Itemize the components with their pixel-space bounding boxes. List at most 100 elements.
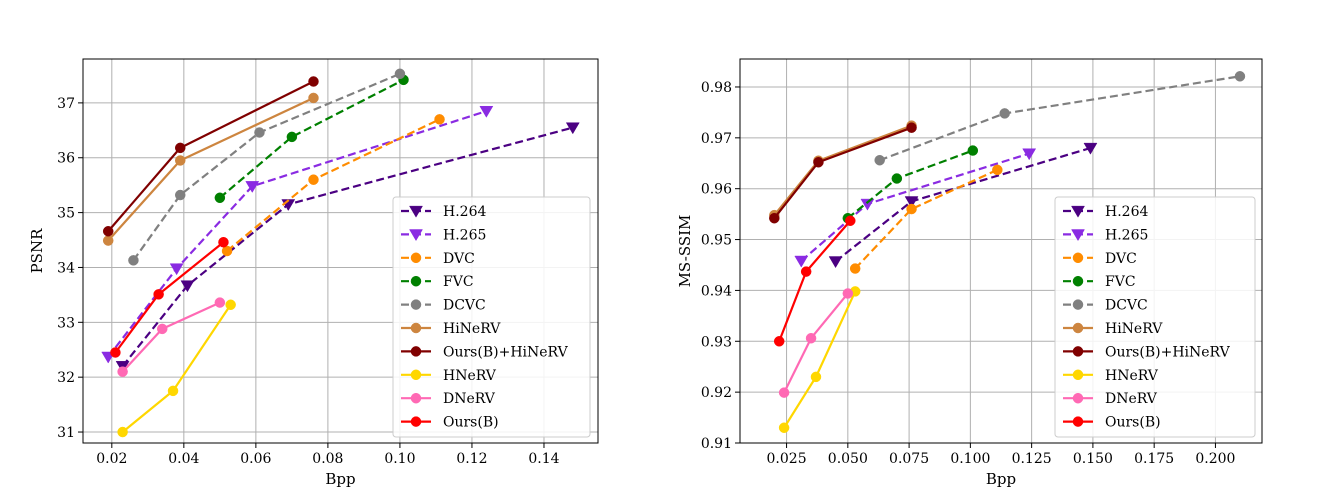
data-point — [214, 297, 226, 308]
data-point — [813, 156, 824, 168]
x-tick-label: 0.08 — [312, 451, 343, 467]
legend-entry-h-265: H.265 — [1063, 227, 1148, 243]
data-point — [156, 323, 168, 335]
y-tick-label: 0.96 — [701, 182, 732, 198]
y-axis-label: MS-SSIM — [676, 215, 694, 288]
legend-entry-ours-b-hinerv: Ours(B)+HiNeRV — [1063, 344, 1231, 360]
legend-entry-h-264: H.264 — [401, 204, 486, 220]
legend-entry-dvc: DVC — [401, 251, 475, 267]
legend-marker — [410, 322, 422, 334]
data-point — [906, 203, 917, 215]
y-tick-label: 37 — [57, 96, 75, 112]
legend-entry-hinerv: HiNeRV — [1063, 321, 1163, 337]
data-point — [214, 192, 226, 204]
data-point — [906, 122, 917, 133]
y-tick-label: 32 — [57, 370, 75, 386]
legend-label: DCVC — [443, 298, 486, 314]
data-point — [479, 105, 494, 118]
legend-entry-fvc: FVC — [401, 274, 474, 290]
series-hnerv — [778, 286, 861, 433]
legend-entry-h-265: H.265 — [401, 227, 486, 243]
series-line — [854, 168, 998, 270]
y-tick-label: 0.97 — [701, 131, 732, 147]
legend-label: Ours(B) — [1105, 415, 1161, 431]
legend-marker — [1071, 205, 1085, 218]
data-point — [1022, 148, 1037, 161]
legend-label: DNeRV — [443, 391, 496, 407]
data-point — [891, 173, 903, 184]
y-tick-label: 0.95 — [701, 233, 732, 249]
data-point — [778, 387, 790, 398]
legend: H.264 H.265 DVC FVC DCVC HiNeRV Ours(B)+HiNeRV… — [392, 196, 591, 438]
series-line — [879, 75, 1241, 162]
series-line — [121, 126, 574, 367]
y-tick-label: 0.92 — [701, 385, 732, 401]
data-point — [800, 266, 812, 277]
legend: H.264 H.265 DVC FVC DCVC HiNeRV Ours(B)+HiNeRV… — [1054, 196, 1256, 438]
legend-marker — [410, 416, 422, 427]
y-axis-label: PSNR — [28, 228, 46, 273]
y-tick-label: 35 — [57, 206, 75, 222]
series-line — [107, 110, 487, 358]
series-line — [132, 72, 401, 261]
legend-entry-ours-b-hinerv: Ours(B)+HiNeRV — [401, 344, 569, 360]
data-point — [565, 122, 580, 135]
data-point — [805, 332, 817, 344]
data-point — [218, 236, 229, 248]
legend-entry-dnerv: DNeRV — [401, 391, 496, 407]
legend-label: HiNeRV — [1105, 321, 1163, 337]
data-point — [221, 245, 233, 257]
legend-box — [392, 196, 591, 438]
data-point — [153, 289, 164, 300]
y-tick-label: 36 — [57, 151, 75, 167]
legend-label: HNeRV — [1105, 368, 1159, 384]
legend-label: FVC — [443, 274, 474, 290]
series-ours-b — [110, 236, 229, 358]
y-tick-label: 34 — [57, 260, 75, 276]
legend-marker — [1072, 369, 1084, 381]
y-tick-label: 31 — [57, 425, 75, 441]
legend-entry-dnerv: DNeRV — [1063, 391, 1158, 407]
legend-label: HNeRV — [443, 368, 497, 384]
series-ours-b-hinerv — [769, 122, 917, 224]
data-point — [773, 336, 785, 347]
data-point — [860, 198, 875, 211]
legend-label: FVC — [1105, 274, 1136, 290]
y-tick-label: 33 — [57, 315, 75, 331]
y-tick-label: 0.93 — [701, 334, 732, 350]
series-hinerv — [769, 120, 917, 221]
x-tick-label: 0.025 — [767, 451, 807, 467]
legend-marker — [1072, 392, 1084, 404]
legend-label: H.264 — [443, 204, 486, 220]
series-line — [773, 124, 912, 216]
data-point — [1083, 142, 1098, 155]
legend-entry-hinerv: HiNeRV — [401, 321, 501, 337]
legend-entry-h-264: H.264 — [1063, 204, 1148, 220]
x-tick-label: 0.10 — [384, 451, 415, 467]
legend-label: Ours(B)+HiNeRV — [443, 344, 569, 360]
series-line — [107, 80, 314, 232]
data-point — [167, 385, 179, 397]
legend-label: Ours(B) — [443, 415, 499, 431]
legend-label: H.265 — [1105, 227, 1148, 243]
x-tick-label: 0.14 — [528, 451, 559, 467]
data-point — [394, 68, 406, 80]
legend-marker — [1072, 346, 1084, 357]
legend-label: DVC — [1105, 251, 1137, 267]
data-point — [849, 263, 861, 274]
data-point — [169, 263, 184, 276]
legend-marker — [410, 252, 422, 264]
legend-marker — [410, 299, 422, 310]
data-point — [810, 371, 822, 383]
data-point — [308, 92, 319, 104]
data-point — [778, 422, 790, 433]
data-point — [180, 280, 195, 293]
x-tick-label: 0.100 — [950, 451, 990, 467]
legend-entry-dcvc: DCVC — [401, 298, 486, 314]
data-point — [904, 196, 919, 209]
x-tick-label: 0.050 — [828, 451, 868, 467]
series-hinerv — [102, 92, 319, 246]
data-point — [174, 155, 186, 166]
legend-marker — [410, 392, 422, 404]
